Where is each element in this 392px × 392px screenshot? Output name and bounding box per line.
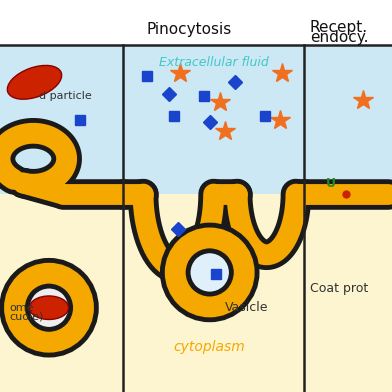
Bar bbox=[0, 194, 392, 392]
Text: Coat prot: Coat prot bbox=[310, 281, 368, 295]
Text: Extracellular fluid: Extracellular fluid bbox=[159, 56, 269, 69]
Text: Recept.: Recept. bbox=[310, 20, 368, 35]
Text: endocy.: endocy. bbox=[310, 30, 368, 45]
Text: Vasicle: Vasicle bbox=[225, 301, 269, 314]
Text: cytoplasm: cytoplasm bbox=[174, 340, 246, 354]
Text: cuole): cuole) bbox=[10, 311, 44, 321]
Ellipse shape bbox=[7, 65, 62, 99]
Text: ome: ome bbox=[10, 303, 34, 313]
Bar bbox=[0, 0, 392, 45]
Text: d particle: d particle bbox=[39, 91, 92, 101]
Bar bbox=[123, 45, 392, 194]
Text: Pinocytosis: Pinocytosis bbox=[147, 22, 232, 37]
Bar bbox=[0, 45, 123, 194]
Circle shape bbox=[15, 273, 83, 342]
Circle shape bbox=[175, 238, 244, 307]
Ellipse shape bbox=[29, 296, 69, 319]
Text: U: U bbox=[326, 177, 336, 190]
